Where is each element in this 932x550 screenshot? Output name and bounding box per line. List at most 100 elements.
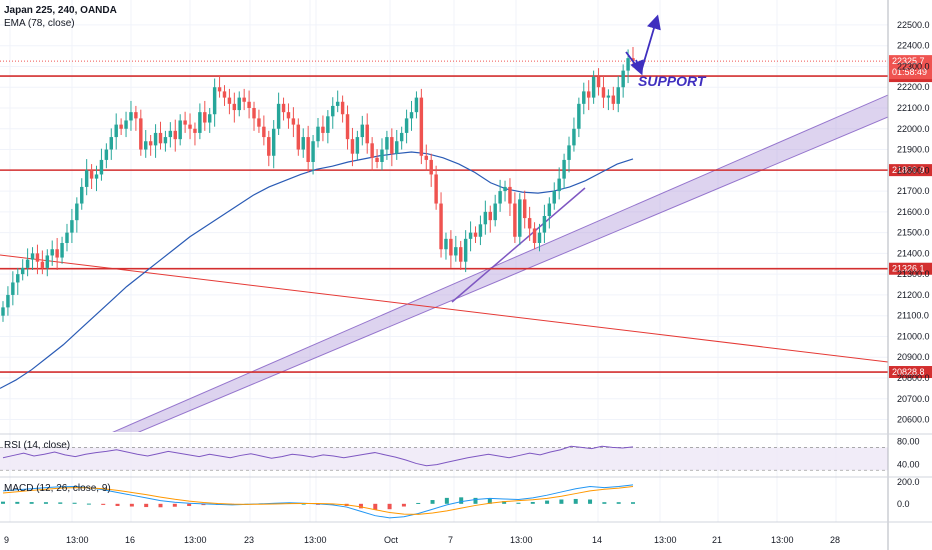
macd-histogram-bar: [616, 502, 621, 504]
signal-line: [2, 486, 634, 515]
candle-body: [399, 132, 404, 142]
rsi-legend-box: RSI (14, close): [4, 439, 70, 452]
price-tag-bg: [889, 164, 932, 177]
candle-body: [89, 170, 94, 179]
candle-body: [582, 91, 586, 104]
y-tick-label: 22400.0: [897, 41, 930, 51]
candle-body: [20, 267, 25, 275]
macd-histogram-bar: [115, 503, 120, 506]
candle-body: [296, 124, 301, 150]
candle-body: [527, 218, 532, 229]
candle-body: [537, 232, 542, 243]
macd-legend: MACD (12, 26, close, 9): [4, 483, 111, 494]
candle-body: [306, 137, 310, 162]
current-price-tag-bg: [889, 55, 932, 80]
macd-histogram-bar: [15, 501, 20, 504]
macd-legend-box: MACD (12, 26, close, 9): [4, 482, 111, 495]
candle-body: [271, 128, 276, 156]
candle-body: [75, 203, 79, 221]
candle-body: [414, 97, 419, 113]
candle-body: [395, 141, 399, 154]
candle-body: [409, 112, 414, 119]
y-tick-label: 21800.0: [897, 165, 930, 175]
current-price-label: 22325.7: [892, 56, 925, 66]
macd-histogram-bar: [158, 503, 163, 508]
candle-body: [311, 141, 315, 162]
candle-body: [434, 174, 438, 204]
candle-body: [276, 103, 281, 129]
x-tick-label: 13:00: [510, 535, 533, 545]
candle-body: [419, 97, 424, 156]
y-tick-label: 21600.0: [897, 207, 930, 217]
candle-body: [385, 137, 389, 150]
candle-body: [252, 108, 256, 119]
candle-body: [360, 124, 365, 138]
candle-body: [11, 282, 15, 295]
chart-legend: Japan 225, 240, OANDA EMA (78, close): [4, 4, 117, 30]
candle-body: [586, 91, 591, 98]
macd-histogram-bar: [545, 500, 550, 504]
rsi-line: [2, 445, 634, 467]
x-tick-label: 13:00: [66, 535, 89, 545]
candle-body: [532, 228, 537, 243]
candle-body: [547, 203, 552, 216]
x-tick-label: 7: [448, 535, 453, 545]
candle-body: [153, 132, 158, 146]
candle-body: [468, 232, 473, 239]
price-tag-label: 21326.1: [892, 264, 925, 274]
candle-body: [6, 294, 10, 308]
candle-body: [119, 124, 123, 129]
candle-body: [124, 120, 128, 129]
macd-histogram-bar: [430, 500, 435, 504]
macd-histogram-bar: [530, 501, 535, 504]
x-tick-label: 13:00: [184, 535, 207, 545]
candle-body: [55, 249, 59, 258]
ema-legend: EMA (78, close): [4, 18, 75, 29]
candle-body: [158, 132, 163, 144]
trend-channel: [112, 94, 888, 432]
candle-body: [227, 97, 232, 104]
x-tick-label: 21: [712, 535, 722, 545]
macd-histogram-bar: [459, 497, 464, 504]
support-label: SUPPORT: [638, 73, 707, 89]
rsi-pane: 80.00 40.00: [0, 437, 920, 471]
ema-line: [0, 151, 634, 389]
candle-body: [473, 232, 478, 237]
y-tick-label: 21900.0: [897, 145, 930, 155]
candle-body: [217, 87, 222, 92]
macd-histogram-bar: [29, 502, 34, 504]
candle-body: [144, 141, 148, 150]
candle-body: [207, 114, 212, 123]
macd-histogram-bar: [387, 503, 392, 510]
macd-histogram-bar: [144, 503, 149, 508]
candle-body: [212, 87, 217, 115]
candle-body: [508, 186, 512, 204]
x-tick-label: Oct: [384, 535, 399, 545]
grid: [0, 0, 888, 522]
y-tick-label: 21200.0: [897, 290, 930, 300]
candle-body: [331, 105, 335, 117]
candle-body: [542, 216, 547, 233]
macd-histogram-bar: [473, 497, 478, 504]
candle-body: [350, 139, 355, 154]
macd-histogram-bar: [444, 497, 449, 504]
candle-body: [626, 58, 630, 71]
candle-body: [404, 118, 409, 133]
annotations: SUPPORT: [625, 14, 707, 89]
candle-body: [513, 203, 517, 237]
candle-body: [483, 211, 488, 225]
candle-body: [94, 174, 99, 179]
candle-body: [80, 186, 84, 204]
macd-histogram-bar: [58, 502, 63, 504]
price-tag-bg: [889, 366, 932, 379]
macd-histogram-bar: [516, 502, 521, 504]
candle-body: [40, 261, 45, 268]
horizontal-levels: 22253.721800.921326.120828.822325.701:58…: [0, 55, 932, 379]
macd-histogram-bar: [358, 503, 363, 509]
candle-body: [429, 159, 433, 175]
y-tick-label: 20900.0: [897, 352, 930, 362]
candle-body: [611, 95, 616, 104]
candle-body: [183, 120, 187, 125]
